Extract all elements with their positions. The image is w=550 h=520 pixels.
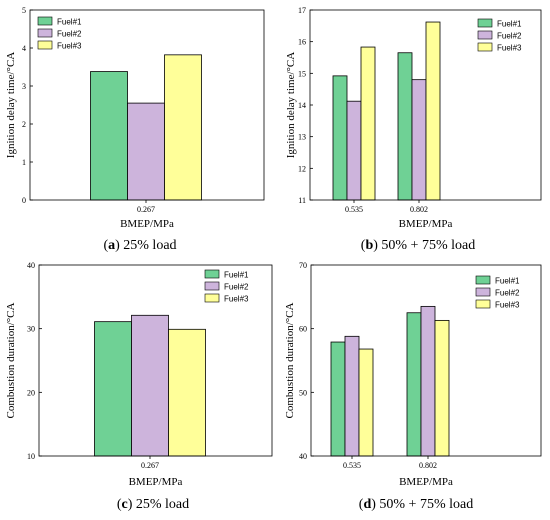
- x-tick-label: 0.802: [410, 205, 428, 214]
- x-tick-label: 0.802: [419, 461, 437, 470]
- bar-fuel2-0.535: [346, 100, 362, 201]
- y-tick-label: 70: [299, 261, 307, 270]
- legend: Fuel#1 Fuel#2 Fuel#3: [37, 16, 82, 51]
- y-tick-label: 12: [298, 164, 306, 173]
- y-tick-label: 5: [22, 6, 26, 15]
- y-tick-label: 60: [299, 325, 307, 334]
- bar-fuel3-0.267: [168, 328, 206, 457]
- bar-fuel1-0.802: [397, 52, 413, 201]
- legend-swatch: [37, 40, 53, 50]
- legend-label: Fuel#3: [495, 301, 520, 310]
- y-tick-label: 11: [298, 196, 306, 205]
- legend-label: Fuel#1: [497, 20, 522, 29]
- bar-fuel2-0.267: [127, 102, 165, 201]
- x-axis-title: BMEP/MPa: [120, 218, 174, 230]
- bar-fuel1-0.535: [330, 341, 346, 457]
- x-tick-label: 0.267: [137, 205, 155, 214]
- legend-swatch: [475, 275, 491, 285]
- y-tick-label: 13: [298, 133, 306, 142]
- legend-swatch: [204, 293, 220, 303]
- chart-panel-a: 0 1 2 3 4 5 0.267 BMEP/MPa Ignition delay time/°…: [5, 6, 265, 253]
- panel-caption: (b) 50% + 75% load: [361, 238, 475, 253]
- x-axis-title: BMEP/MPa: [399, 218, 453, 230]
- y-tick-label: 0: [22, 196, 26, 205]
- legend-swatch: [477, 30, 493, 40]
- bar-fuel2-0.267: [131, 314, 169, 457]
- y-tick-label: 2: [22, 120, 26, 129]
- y-tick-label: 30: [27, 325, 35, 334]
- legend-swatch: [475, 287, 491, 297]
- legend-label: Fuel#2: [497, 32, 522, 41]
- y-tick-label: 3: [22, 82, 26, 91]
- legend-label: Fuel#2: [224, 283, 249, 292]
- plot-frame: [38, 264, 273, 457]
- chart-panel-d: 40 50 60 70 0.535 0.802 BMEP/MPa Combustion dur…: [284, 261, 542, 512]
- x-axis-title: BMEP/MPa: [399, 476, 453, 488]
- bar-fuel3-0.802: [425, 21, 441, 201]
- bar-fuel3-0.802: [434, 319, 450, 457]
- bar-fuel1-0.535: [332, 75, 348, 201]
- legend-swatch: [37, 28, 53, 38]
- legend-swatch: [477, 42, 493, 52]
- legend-label: Fuel#3: [497, 44, 522, 53]
- y-tick-label: 15: [298, 69, 306, 78]
- bar-fuel1-0.267: [94, 321, 132, 457]
- y-tick-label: 40: [27, 261, 35, 270]
- y-axis-title: Combustion duration/°CA: [5, 302, 17, 418]
- y-tick-label: 40: [299, 452, 307, 461]
- bar-fuel2-0.802: [420, 305, 436, 457]
- panel-caption: (a) 25% load: [103, 238, 176, 253]
- legend: Fuel#1 Fuel#2 Fuel#3: [475, 275, 520, 310]
- legend-label: Fuel#3: [57, 42, 82, 51]
- legend-swatch: [204, 281, 220, 291]
- legend-label: Fuel#1: [57, 18, 82, 27]
- x-tick-label: 0.535: [343, 461, 361, 470]
- y-tick-label: 4: [22, 44, 26, 53]
- panel-caption: (d) 50% + 75% load: [359, 497, 473, 512]
- legend-label: Fuel#3: [224, 295, 249, 304]
- y-axis-title: Ignition delay time/°CA: [285, 52, 297, 158]
- legend: Fuel#1 Fuel#2 Fuel#3: [204, 269, 249, 304]
- legend-label: Fuel#1: [224, 271, 249, 280]
- bar-fuel3-0.267: [164, 54, 202, 201]
- legend-label: Fuel#2: [495, 289, 520, 298]
- chart-panel-b: 11 12 13 14 15 16 17 0.535 0.802 BMEP/MPa Ignition…: [285, 6, 542, 253]
- y-tick-label: 20: [27, 388, 35, 397]
- legend: Fuel#1 Fuel#2 Fuel#3: [477, 18, 522, 53]
- chart-panel-c: 10 20 30 40 0.267 BMEP/MPa Combustion duration…: [5, 261, 273, 512]
- legend-swatch: [477, 18, 493, 28]
- plot-frame: [29, 9, 265, 201]
- y-tick-label: 14: [298, 101, 306, 110]
- legend-swatch: [204, 269, 220, 279]
- x-axis-title: BMEP/MPa: [129, 476, 183, 488]
- y-tick-label: 1: [22, 158, 26, 167]
- y-axis-title: Ignition delay time/°CA: [5, 52, 17, 158]
- bar-fuel3-0.535: [358, 348, 374, 457]
- bar-fuel1-0.267: [90, 71, 128, 201]
- legend-label: Fuel#1: [495, 277, 520, 286]
- y-tick-label: 17: [298, 6, 306, 15]
- bar-fuel1-0.802: [406, 312, 422, 457]
- panel-caption: (c) 25% load: [117, 497, 189, 512]
- bar-fuel2-0.802: [411, 79, 427, 201]
- x-tick-label: 0.535: [345, 205, 363, 214]
- bar-fuel3-0.535: [360, 46, 376, 201]
- x-tick-label: 0.267: [141, 461, 159, 470]
- legend-label: Fuel#2: [57, 30, 82, 39]
- plot-frame: [310, 264, 542, 457]
- legend-swatch: [475, 299, 491, 309]
- y-axis-title: Combustion duration/°CA: [284, 302, 296, 418]
- y-tick-label: 16: [298, 38, 306, 47]
- bar-fuel2-0.535: [344, 335, 360, 457]
- y-tick-label: 10: [27, 452, 35, 461]
- y-tick-label: 50: [299, 388, 307, 397]
- legend-swatch: [37, 16, 53, 26]
